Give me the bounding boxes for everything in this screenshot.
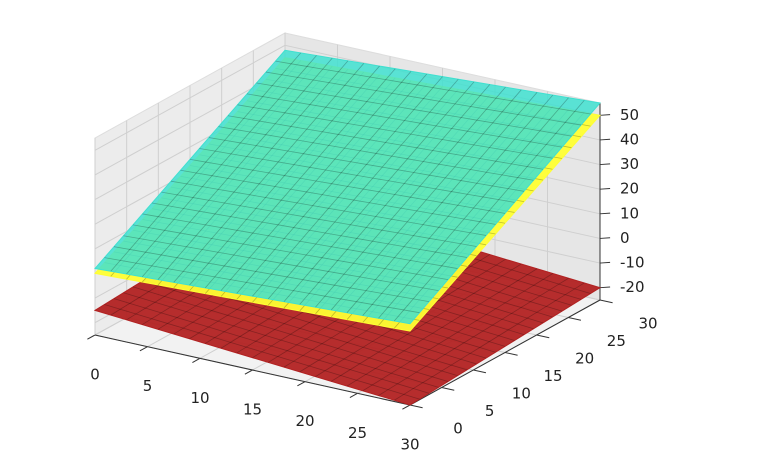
mesh-line xyxy=(104,257,420,314)
mesh-line xyxy=(123,235,439,292)
mesh-line xyxy=(142,280,458,377)
mesh-line xyxy=(252,76,443,297)
z-tick-label: 10 xyxy=(620,204,639,222)
z-tick-label: 50 xyxy=(620,106,639,124)
mesh-line xyxy=(299,84,491,305)
y-tick-label: 10 xyxy=(512,385,531,403)
mesh-line xyxy=(113,246,430,303)
mesh-line xyxy=(123,292,439,388)
mesh-line xyxy=(208,137,525,192)
x-tick-label: 5 xyxy=(143,377,153,395)
z-tick-label: 40 xyxy=(620,130,639,148)
tick-mark xyxy=(599,237,611,239)
tick-mark xyxy=(599,114,611,116)
mesh-line xyxy=(113,298,430,394)
mesh-line xyxy=(362,273,553,392)
x-tick-label: 30 xyxy=(400,436,419,454)
mesh-line xyxy=(161,191,477,247)
mesh-line xyxy=(227,115,544,170)
tick-mark xyxy=(599,187,611,190)
tick-mark xyxy=(139,346,148,352)
mesh-line xyxy=(346,92,538,313)
tick-mark xyxy=(409,404,423,409)
mesh-line xyxy=(189,65,380,286)
mesh-line xyxy=(237,104,553,159)
grid-line xyxy=(94,44,286,151)
mesh-line xyxy=(126,55,317,275)
mesh-line xyxy=(346,268,538,387)
mesh-line xyxy=(110,52,302,272)
mesh-line xyxy=(393,100,585,322)
tick-mark xyxy=(87,334,96,340)
tick-mark xyxy=(599,138,611,141)
tick-mark xyxy=(473,369,487,374)
x-tick-label: 25 xyxy=(348,424,367,442)
mesh-line xyxy=(157,60,349,280)
tick-mark xyxy=(441,387,455,391)
x-tick-label: 0 xyxy=(90,366,100,384)
x-tick-label: 20 xyxy=(295,412,314,430)
tick-mark xyxy=(599,286,611,289)
mesh-line xyxy=(132,224,449,280)
mesh-line xyxy=(378,277,569,396)
mesh-line xyxy=(267,78,459,300)
z-tick-label: 30 xyxy=(620,155,639,173)
mesh-line xyxy=(330,89,522,311)
x-tick-label: 15 xyxy=(243,401,262,419)
y-tick-label: 20 xyxy=(575,350,594,368)
mesh-line xyxy=(173,63,365,283)
tick-mark xyxy=(599,212,611,215)
tick-mark xyxy=(599,163,611,166)
mesh-line xyxy=(362,94,554,316)
mesh-line xyxy=(170,180,487,236)
tick-mark xyxy=(402,404,411,410)
z-tick-label: -20 xyxy=(620,278,645,296)
tick-mark xyxy=(244,369,253,375)
mesh-line xyxy=(265,71,582,126)
tick-mark xyxy=(297,381,306,387)
mesh-line xyxy=(236,73,428,294)
y-axis-line xyxy=(409,299,601,406)
x-axis-line xyxy=(94,334,411,406)
mesh-line xyxy=(256,82,572,137)
tick-mark xyxy=(349,392,358,398)
tick-mark xyxy=(536,334,550,339)
z-tick-label: -10 xyxy=(620,254,645,272)
mesh-line xyxy=(218,126,534,181)
mesh-line xyxy=(142,213,458,269)
mesh-line xyxy=(378,97,569,319)
mesh-line xyxy=(283,81,475,302)
y-tick-label: 30 xyxy=(638,315,657,333)
mesh-line xyxy=(189,158,506,214)
mesh-line xyxy=(331,263,522,382)
mesh-line xyxy=(394,282,585,401)
z-tick-label: 0 xyxy=(620,229,630,247)
tick-mark xyxy=(568,317,582,321)
y-tick-label: 25 xyxy=(607,332,626,350)
tick-mark xyxy=(192,357,201,363)
tick-mark xyxy=(504,352,518,356)
mesh-line xyxy=(104,304,420,400)
tick-mark xyxy=(599,299,613,304)
z-tick-label: 20 xyxy=(620,180,639,198)
mesh-line xyxy=(246,93,563,148)
y-tick-label: 5 xyxy=(485,402,495,420)
mesh-line xyxy=(199,148,515,203)
mesh-line xyxy=(275,60,591,115)
mesh-line xyxy=(204,68,396,289)
tick-mark xyxy=(599,261,611,264)
mesh-line xyxy=(151,202,468,258)
y-tick-label: 15 xyxy=(543,367,562,385)
mesh-line xyxy=(132,286,449,382)
surface xyxy=(94,49,601,325)
mesh-line xyxy=(141,57,333,278)
mesh-line xyxy=(315,86,506,308)
y-tick-label: 0 xyxy=(453,420,463,438)
mesh-line xyxy=(180,169,496,225)
mesh-line xyxy=(220,71,412,291)
x-tick-label: 10 xyxy=(190,389,209,407)
